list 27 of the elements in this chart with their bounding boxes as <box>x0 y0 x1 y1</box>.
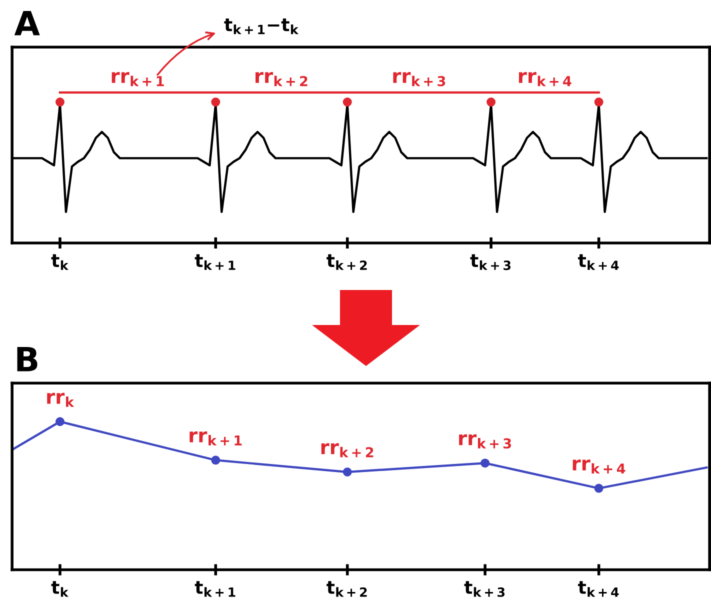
point <box>480 458 490 468</box>
text: t$_{k+1}$−t$_{k}$ <box>224 18 299 34</box>
x-tick-label: t$_{k}$ <box>51 581 68 597</box>
x-tick-label: t$_{k+1}$ <box>194 581 236 597</box>
annotation: rr$_{k}$ <box>47 392 74 407</box>
point <box>342 468 352 476</box>
x-tick-label: t$_{k+3}$ <box>464 581 505 597</box>
annotation: rr$_{k+1}$ <box>190 431 242 446</box>
annotation: rr$_{k+3}$ <box>459 434 511 449</box>
annotation: rr$_{k+2}$ <box>321 443 374 458</box>
chart-title: A <box>14 10 40 36</box>
annotation: rr$_{k+1}$ <box>112 72 164 86</box>
annotation: rr$_{k+3}$ <box>393 72 446 86</box>
chart-title: B <box>17 346 38 372</box>
x-tick-label: t$_{k+2}$ <box>326 254 367 270</box>
x-tick-label: t$_{k+1}$ <box>194 254 236 270</box>
annotation: rr$_{k+2}$ <box>256 72 308 86</box>
x-tick-label: t$_{k+3}$ <box>470 254 511 270</box>
point <box>55 417 64 426</box>
annotation: rr$_{k+4}$ <box>518 72 572 86</box>
x-tick-label: t$_{k}$ <box>51 254 68 270</box>
annotation: rr$_{k+4}$ <box>572 459 626 474</box>
point <box>211 456 220 465</box>
point <box>594 484 604 493</box>
x-tick-label: t$_{k+2}$ <box>326 581 367 597</box>
x-tick-label: t$_{k+4}$ <box>578 581 619 597</box>
x-tick-label: t$_{k+4}$ <box>578 254 619 270</box>
